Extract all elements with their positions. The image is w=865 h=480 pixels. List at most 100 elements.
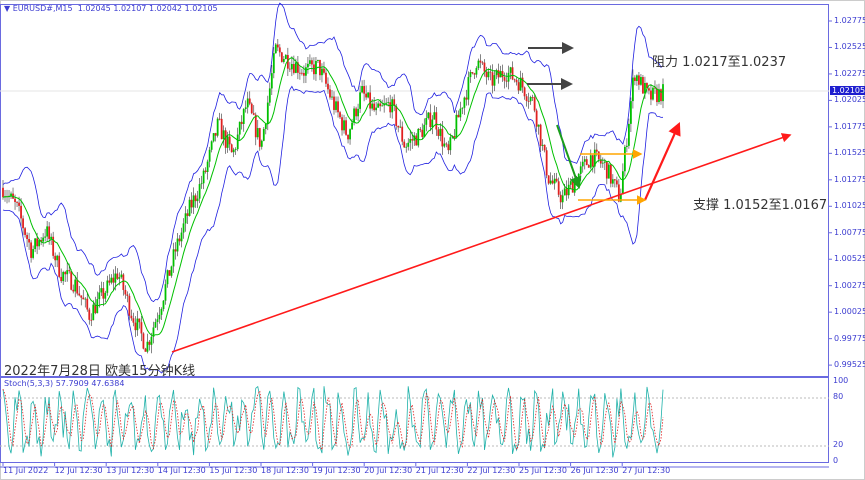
- candle: [467, 77, 470, 100]
- candle: [597, 151, 600, 160]
- candle: [337, 101, 339, 113]
- candle: [38, 240, 41, 247]
- candle: [605, 161, 608, 179]
- candle: [589, 155, 592, 168]
- candle: [463, 97, 466, 108]
- candle: [254, 114, 257, 138]
- candle: [445, 143, 448, 145]
- stoch-main-line: [2, 385, 664, 458]
- candle: [140, 322, 143, 334]
- candle: [381, 105, 384, 107]
- candle: [22, 218, 24, 229]
- chart-caption: 2022年7月28日 欧美15分钟K线: [4, 364, 196, 379]
- candle: [421, 129, 424, 137]
- candle: [333, 96, 335, 110]
- candle: [188, 199, 191, 216]
- candle: [216, 118, 219, 136]
- candle: [309, 60, 311, 64]
- candle: [585, 159, 588, 166]
- candle: [644, 82, 646, 94]
- candle: [72, 289, 75, 292]
- candle: [212, 133, 215, 142]
- candle: [650, 90, 652, 100]
- candle: [630, 101, 632, 124]
- candle: [30, 242, 32, 258]
- candle: [377, 103, 380, 108]
- candle: [646, 82, 648, 89]
- candle: [20, 205, 22, 219]
- candle: [343, 120, 345, 131]
- candle: [313, 64, 315, 75]
- candle: [515, 79, 518, 83]
- candle: [581, 161, 584, 167]
- candle: [417, 128, 420, 146]
- candle: [120, 274, 123, 278]
- candle: [611, 179, 614, 184]
- candle: [355, 108, 357, 117]
- candle: [601, 162, 604, 164]
- candle: [389, 102, 392, 113]
- candle: [507, 72, 510, 82]
- candle: [40, 240, 43, 242]
- candle: [240, 121, 243, 124]
- candle: [465, 97, 468, 100]
- price-tick: 1.02525: [834, 42, 865, 52]
- candle: [78, 293, 81, 296]
- candle: [323, 68, 325, 73]
- candle: [134, 322, 137, 331]
- candle: [58, 255, 61, 277]
- time-tick: 27 Jul 12:30: [622, 466, 671, 475]
- candle: [222, 130, 225, 140]
- candle: [339, 112, 341, 118]
- candle: [94, 304, 97, 314]
- candle: [347, 134, 349, 140]
- candle: [485, 71, 488, 78]
- stoch-label: Stoch(5,3,3) 57.7909 47.6384: [4, 379, 125, 388]
- candle: [503, 77, 506, 81]
- time-tick: 14 Jul 12:30: [157, 466, 206, 475]
- candle: [359, 92, 361, 109]
- candle: [531, 97, 534, 98]
- candle: [24, 228, 26, 235]
- candle: [206, 161, 209, 172]
- candle: [164, 284, 167, 301]
- stoch-level: 20: [833, 440, 844, 449]
- candle: [34, 238, 36, 250]
- candle: [98, 292, 101, 300]
- candle: [493, 75, 496, 86]
- candle: [357, 108, 359, 117]
- candle: [272, 53, 275, 74]
- candle: [220, 118, 223, 140]
- candle: [365, 93, 368, 98]
- candle: [292, 63, 295, 73]
- candle: [513, 79, 516, 81]
- candle: [315, 60, 317, 75]
- time-tick: 25 Jul 12:30: [519, 466, 567, 475]
- candle: [423, 124, 426, 137]
- candle: [521, 77, 524, 88]
- candle: [453, 136, 456, 138]
- candle: [198, 184, 201, 199]
- candle: [473, 73, 476, 75]
- candle: [178, 238, 181, 242]
- candle: [419, 128, 422, 130]
- price-tick: 0.99525: [834, 360, 865, 370]
- candle: [106, 280, 109, 293]
- candle: [483, 62, 486, 72]
- candle: [593, 149, 596, 167]
- candle: [274, 44, 277, 54]
- candle: [607, 164, 610, 179]
- time-tick: 12 Jul 12:30: [54, 466, 103, 475]
- candle: [68, 270, 71, 272]
- candle: [443, 143, 446, 147]
- candle: [613, 179, 616, 181]
- candle: [124, 289, 127, 295]
- candle: [397, 125, 400, 128]
- candle: [642, 77, 644, 94]
- candle: [305, 67, 307, 76]
- candle: [399, 126, 402, 128]
- price-tick: 1.01775: [834, 121, 865, 131]
- candle: [327, 83, 329, 90]
- candle: [226, 136, 229, 148]
